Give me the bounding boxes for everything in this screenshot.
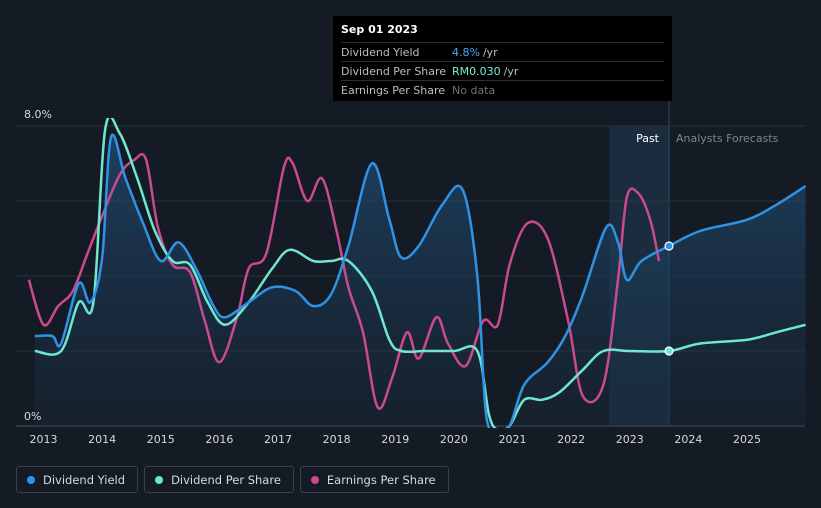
forecast-region-label: Analysts Forecasts <box>676 132 779 145</box>
tooltip-unit: /yr <box>482 45 498 59</box>
tooltip-row-dividend-per-share: Dividend Per Share RM0.030 /yr <box>341 61 664 80</box>
tooltip-row-earnings-per-share: Earnings Per Share No data <box>341 80 664 99</box>
tooltip-date: Sep 01 2023 <box>341 23 418 36</box>
legend-label: Dividend Yield <box>43 472 126 487</box>
x-tick-label: 2016 <box>205 433 233 446</box>
x-tick-label: 2014 <box>88 433 116 446</box>
tooltip-value: 4.8% <box>452 45 480 59</box>
legend-item-dividend-yield[interactable]: Dividend Yield <box>16 466 139 493</box>
tooltip-label: Dividend Per Share <box>341 64 447 78</box>
dividend-yield-dot-icon <box>27 475 35 484</box>
tooltip-label: Earnings Per Share <box>341 83 446 97</box>
x-tick-label: 2015 <box>147 433 175 446</box>
x-tick-label: 2013 <box>30 433 58 446</box>
dividend-yield-line <box>34 133 806 428</box>
x-tick-label: 2022 <box>557 433 585 446</box>
x-tick-label: 2021 <box>498 433 526 446</box>
dividend-per-share-dot-icon <box>155 475 164 484</box>
tooltip-label: Dividend Yield <box>341 45 420 59</box>
x-tick-label: 2018 <box>323 433 351 446</box>
tooltip: Sep 01 2023 Dividend Yield 4.8% /yr Divi… <box>333 16 672 101</box>
legend-item-earnings-per-share[interactable]: Earnings Per Share <box>299 466 449 493</box>
legend-item-dividend-per-share[interactable]: Dividend Per Share <box>144 466 294 493</box>
y-tick-label: 0% <box>24 410 41 423</box>
earnings-per-share-line <box>27 152 661 410</box>
x-tick-label: 2017 <box>264 433 292 446</box>
y-tick-label: 8.0% <box>24 108 52 121</box>
tooltip-value: No data <box>452 83 496 97</box>
x-tick-label: 2020 <box>440 433 468 446</box>
dividend-yield-marker <box>664 241 674 251</box>
x-tick-label: 2019 <box>381 433 409 446</box>
legend-label: Dividend Per Share <box>171 472 281 487</box>
tooltip-value: RM0.030 <box>452 64 501 78</box>
dividend-per-share-marker <box>664 346 674 356</box>
tooltip-unit: /yr <box>503 64 519 78</box>
legend-label: Earnings Per Share <box>326 472 436 487</box>
past-region-label: Past <box>636 132 660 145</box>
x-tick-label: 2024 <box>674 433 702 446</box>
x-tick-label: 2025 <box>733 433 761 446</box>
earnings-per-share-dot-icon <box>310 475 319 484</box>
dividend-per-share-line <box>34 118 806 428</box>
x-tick-label: 2023 <box>616 433 644 446</box>
legend: Dividend Yield Dividend Per Share Earnin… <box>16 466 449 493</box>
tooltip-row-dividend-yield: Dividend Yield 4.8% /yr <box>341 42 664 61</box>
dividend-yield-area <box>34 134 806 428</box>
